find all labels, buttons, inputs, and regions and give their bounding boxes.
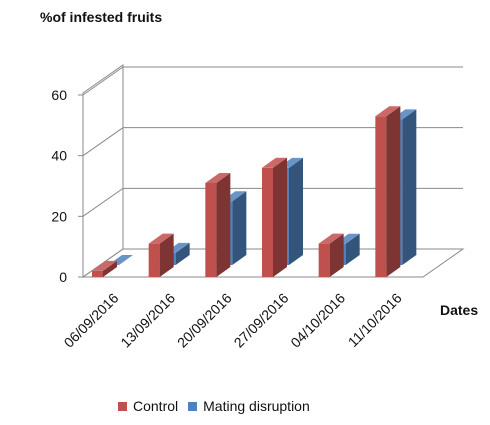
x-axis-label: Dates (440, 302, 479, 318)
bar-top (92, 260, 117, 271)
legend-label-mating-disruption: Mating disruption (203, 398, 310, 414)
y-tick-label: 40 (51, 148, 67, 164)
bar-side (329, 233, 344, 277)
y-tick-label: 0 (59, 269, 67, 285)
bar-side (289, 157, 303, 265)
x-tick-label: 27/09/2016 (231, 290, 292, 351)
side-wall (82, 64, 124, 278)
y-tick-label: 60 (51, 87, 67, 103)
bar-control-5 (375, 106, 401, 277)
x-tick-label: 04/10/2016 (287, 290, 348, 351)
bar-front (148, 243, 160, 277)
bar-control-3 (262, 157, 287, 277)
y-axis-label: %of infested fruits (40, 9, 163, 25)
bar-front (375, 116, 387, 277)
bar-side (216, 172, 231, 277)
chart-axes (78, 64, 465, 278)
y-axis-ticks: 0 20 40 60 (51, 87, 67, 285)
bar-control-2 (205, 172, 231, 277)
x-tick-label: 06/09/2016 (61, 290, 122, 351)
bar-side (175, 242, 190, 265)
bar-top (148, 233, 174, 244)
bar-side (232, 191, 247, 265)
x-tick-label: 13/09/2016 (117, 290, 178, 351)
chart-legend: Control Mating disruption (118, 398, 320, 414)
x-tick-label: 20/09/2016 (174, 290, 235, 351)
bar-side (103, 260, 117, 277)
bar-control-4 (318, 233, 344, 277)
x-axis-ticks: 06/09/201613/09/201620/09/201627/09/2016… (61, 290, 405, 351)
bar-top (375, 106, 401, 117)
gridline (82, 66, 463, 96)
bar-front (318, 243, 330, 277)
legend-label-control: Control (133, 398, 179, 414)
bar-control-0 (92, 260, 117, 277)
bar-side (273, 157, 287, 277)
bar-front (205, 182, 217, 277)
y-tick-label: 20 (51, 208, 67, 224)
bar-side (386, 106, 401, 277)
bar-side (345, 233, 360, 265)
legend-item-control: Control (118, 398, 178, 414)
bar-top (262, 157, 287, 168)
bar-front (92, 270, 103, 277)
legend-item-mating-disruption: Mating disruption (188, 398, 310, 414)
bar-top (318, 233, 344, 244)
legend-swatch-control (118, 401, 127, 411)
bar-side (159, 233, 174, 277)
floor (81, 248, 465, 278)
bar-top (205, 172, 231, 183)
x-tick-label: 11/10/2016 (345, 290, 405, 350)
bar-front (262, 167, 273, 277)
chart-bars (92, 106, 417, 277)
bar-side (402, 109, 417, 266)
legend-swatch-mating-disruption (188, 401, 198, 411)
bar-control-1 (148, 233, 174, 277)
